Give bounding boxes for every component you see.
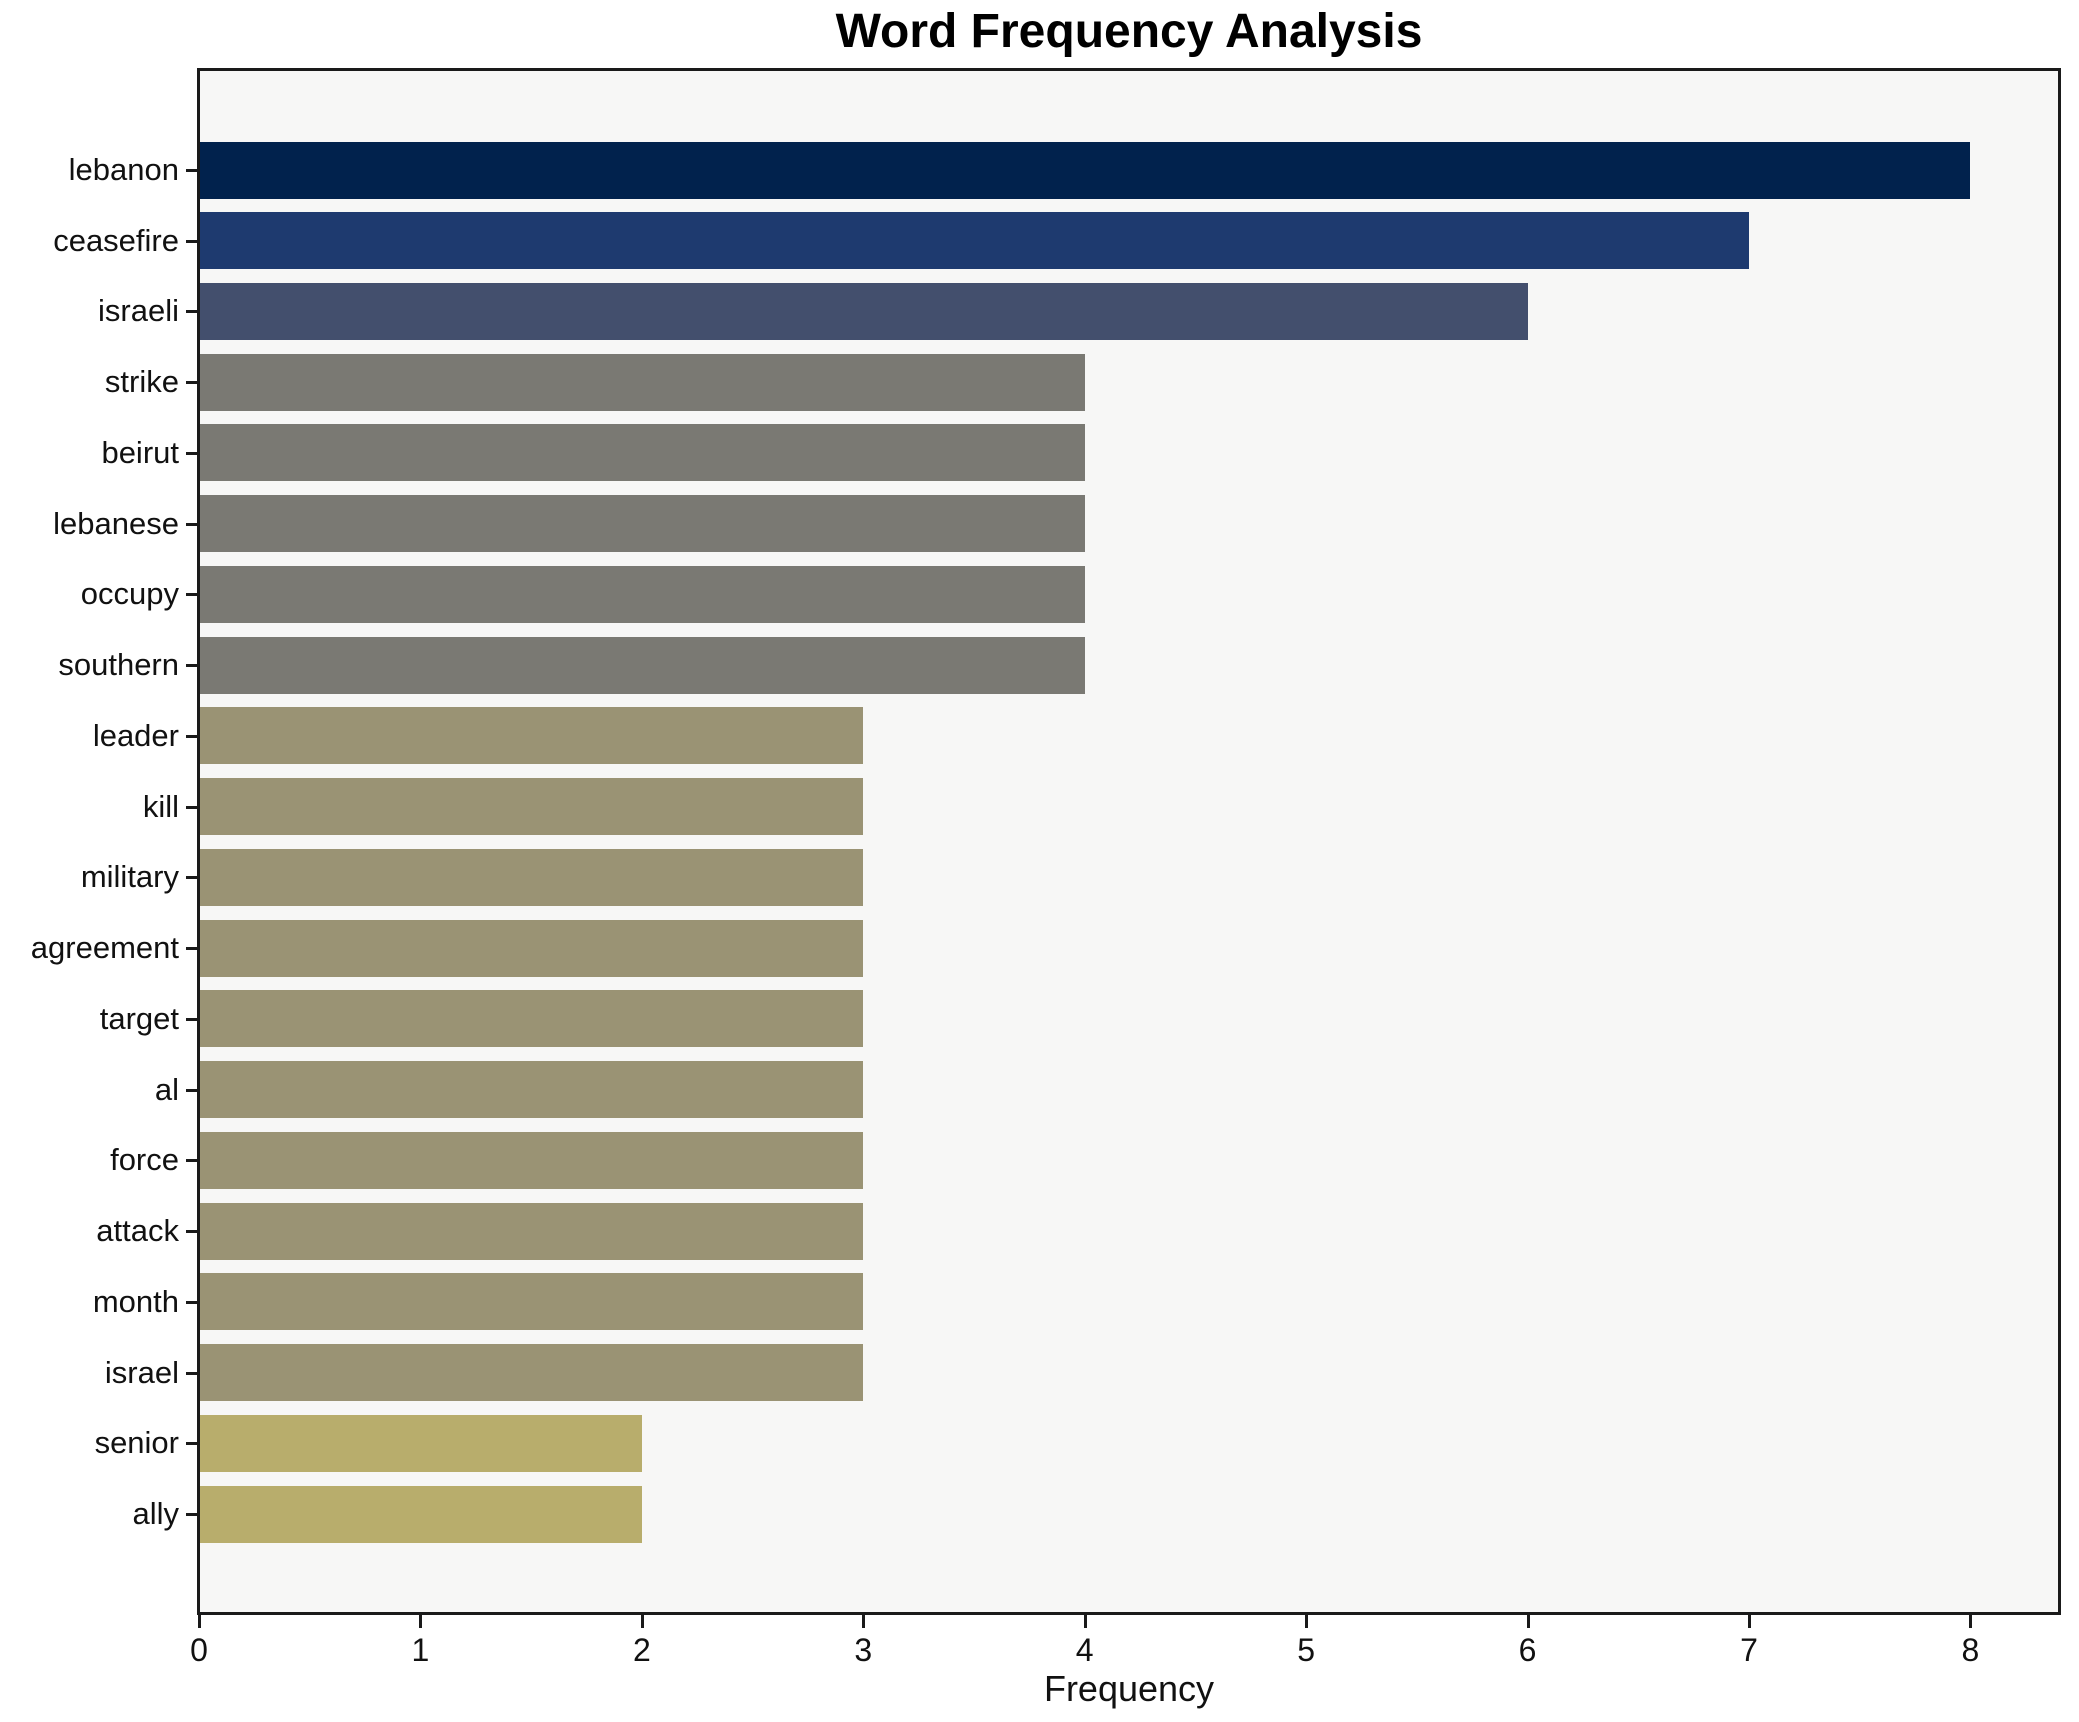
y-tick-label-kill: kill: [142, 788, 179, 824]
bar-lebanese: [199, 495, 1085, 553]
x-tick-8: [1969, 1615, 1973, 1628]
y-tick-label-force: force: [110, 1142, 179, 1178]
y-tick-military: [186, 876, 199, 880]
x-tick-label-5: 5: [1297, 1632, 1316, 1668]
bar-kill: [199, 778, 863, 836]
bar-southern: [199, 636, 1085, 694]
y-tick-target: [186, 1017, 199, 1021]
x-axis-label: Frequency: [1043, 1668, 1215, 1709]
x-tick-label-8: 8: [1961, 1632, 1980, 1668]
plot-spine-left: [197, 68, 200, 1615]
y-tick-label-israel: israel: [104, 1354, 179, 1390]
y-tick-occupy: [186, 593, 199, 597]
x-tick-6: [1526, 1615, 1530, 1628]
y-tick-beirut: [186, 451, 199, 455]
y-tick-ally: [186, 1513, 199, 1517]
x-tick-label-7: 7: [1740, 1632, 1758, 1668]
x-tick-label-6: 6: [1518, 1632, 1537, 1668]
bar-target: [199, 990, 863, 1048]
y-tick-israel: [186, 1371, 199, 1375]
y-tick-label-agreement: agreement: [30, 930, 179, 966]
plot-spine-right: [2058, 68, 2061, 1615]
bar-israeli: [199, 282, 1528, 340]
y-tick-label-leader: leader: [92, 717, 179, 753]
y-tick-label-target: target: [99, 1000, 179, 1036]
y-tick-ceasefire: [186, 239, 199, 243]
plot-spine-bottom: [197, 1612, 2061, 1615]
y-tick-label-lebanon: lebanon: [68, 152, 179, 187]
y-tick-label-lebanese: lebanese: [53, 505, 179, 541]
x-tick-label-3: 3: [854, 1632, 873, 1668]
y-tick-strike: [186, 381, 199, 385]
bar-attack: [199, 1202, 863, 1260]
y-tick-label-ally: ally: [132, 1496, 179, 1532]
bar-senior: [199, 1414, 642, 1472]
y-tick-label-al: al: [154, 1071, 179, 1107]
bar-beirut: [199, 424, 1085, 482]
y-tick-israeli: [186, 310, 199, 314]
y-tick-label-israeli: israeli: [98, 293, 179, 329]
bar-month: [199, 1273, 863, 1331]
y-tick-label-strike: strike: [104, 364, 179, 400]
x-tick-3: [862, 1615, 866, 1628]
y-tick-label-military: military: [80, 859, 179, 895]
y-tick-southern: [186, 664, 199, 668]
x-tick-0: [198, 1615, 201, 1628]
y-tick-label-month: month: [92, 1283, 179, 1319]
x-tick-label-2: 2: [632, 1632, 651, 1668]
y-tick-al: [186, 1088, 199, 1092]
y-tick-kill: [186, 805, 199, 809]
x-tick-label-1: 1: [411, 1632, 430, 1668]
y-tick-label-ceasefire: ceasefire: [53, 222, 179, 258]
x-tick-label-4: 4: [1075, 1632, 1094, 1668]
y-tick-label-attack: attack: [96, 1213, 179, 1249]
bar-military: [199, 848, 863, 906]
x-tick-4: [1083, 1615, 1087, 1628]
x-tick-7: [1748, 1615, 1751, 1628]
y-tick-lebanese: [186, 522, 199, 526]
y-tick-agreement: [186, 947, 199, 951]
bar-lebanon: [199, 141, 1970, 199]
y-tick-label-southern: southern: [58, 647, 179, 683]
bar-ally: [199, 1485, 642, 1543]
x-tick-1: [419, 1615, 423, 1628]
x-tick-label-0: 0: [190, 1632, 208, 1668]
bar-israel: [199, 1344, 863, 1402]
y-tick-lebanon: [186, 169, 199, 172]
chart-title: Word Frequency Analysis: [835, 5, 1423, 58]
y-tick-label-senior: senior: [94, 1425, 179, 1461]
bar-occupy: [199, 565, 1085, 623]
y-tick-label-occupy: occupy: [80, 576, 179, 612]
bar-leader: [199, 707, 863, 765]
y-tick-leader: [186, 734, 199, 738]
bar-ceasefire: [199, 212, 1749, 270]
y-tick-senior: [186, 1442, 199, 1446]
bar-force: [199, 1131, 863, 1189]
x-tick-2: [640, 1615, 644, 1628]
plot-spine-top: [197, 68, 2061, 71]
x-tick-5: [1305, 1615, 1309, 1628]
y-tick-attack: [186, 1230, 199, 1234]
y-tick-force: [186, 1159, 199, 1163]
bar-agreement: [199, 919, 863, 977]
y-tick-month: [186, 1300, 199, 1304]
bar-al: [199, 1061, 863, 1119]
y-tick-label-beirut: beirut: [101, 434, 179, 470]
bar-strike: [199, 353, 1085, 411]
